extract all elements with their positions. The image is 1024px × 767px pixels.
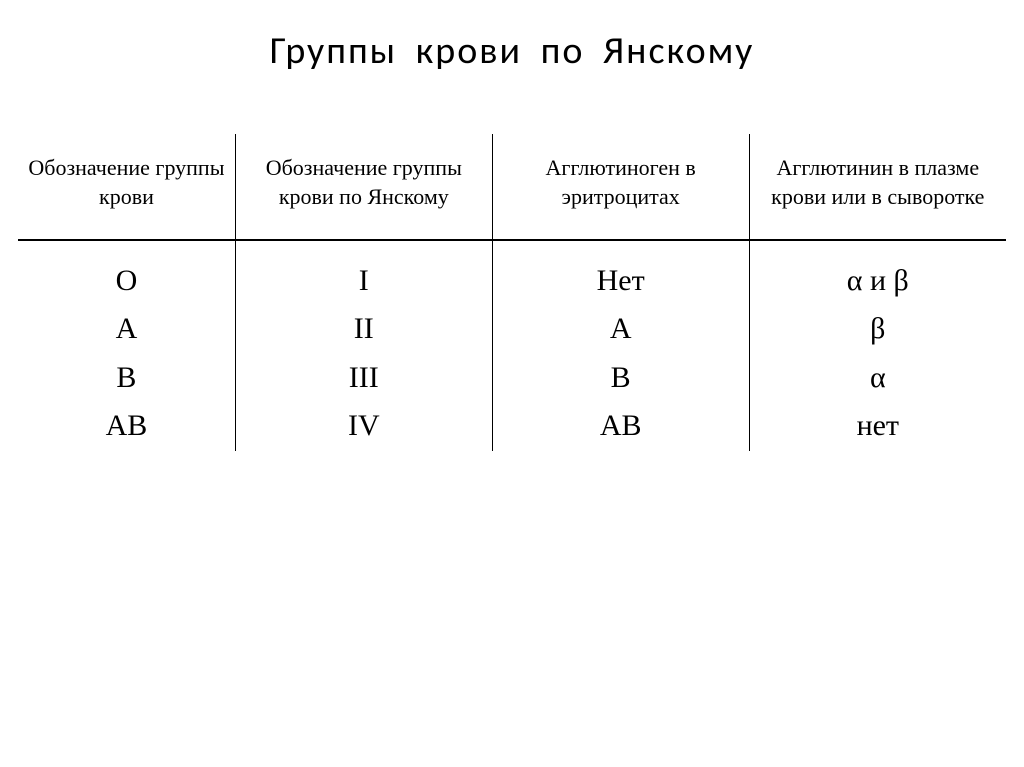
col-header-jansky: Обозначение группы крови по Янскому [235,134,492,240]
cell-notation: B [18,354,235,403]
cell-jansky: I [235,257,492,306]
cell-agglutinogen: AB [492,402,749,451]
col-header-agglutinin: Агглютинин в плазме крови или в сыворотк… [749,134,1006,240]
cell-notation: O [18,257,235,306]
cell-jansky: II [235,305,492,354]
spacer-row [18,240,1006,256]
cell-agglutinogen: B [492,354,749,403]
blood-groups-table: Обозначение группы крови Обозначение гру… [18,134,1006,451]
table-header-row: Обозначение группы крови Обозначение гру… [18,134,1006,240]
cell-agglutinin: нет [749,402,1006,451]
cell-notation: A [18,305,235,354]
cell-jansky: IV [235,402,492,451]
cell-jansky: III [235,354,492,403]
blood-groups-table-container: Обозначение группы крови Обозначение гру… [0,134,1024,451]
cell-notation: AB [18,402,235,451]
col-header-agglutinogen: Агглютиноген в эритроцитах [492,134,749,240]
cell-agglutinogen: A [492,305,749,354]
cell-agglutinogen: Нет [492,257,749,306]
table-row: AB IV AB нет [18,402,1006,451]
page-title: Группы крови по Янскому [0,0,1024,134]
table-row: B III B α [18,354,1006,403]
table-row: A II A β [18,305,1006,354]
cell-agglutinin: α и β [749,257,1006,306]
table-row: O I Нет α и β [18,257,1006,306]
cell-agglutinin: α [749,354,1006,403]
col-header-notation: Обозначение группы крови [18,134,235,240]
cell-agglutinin: β [749,305,1006,354]
